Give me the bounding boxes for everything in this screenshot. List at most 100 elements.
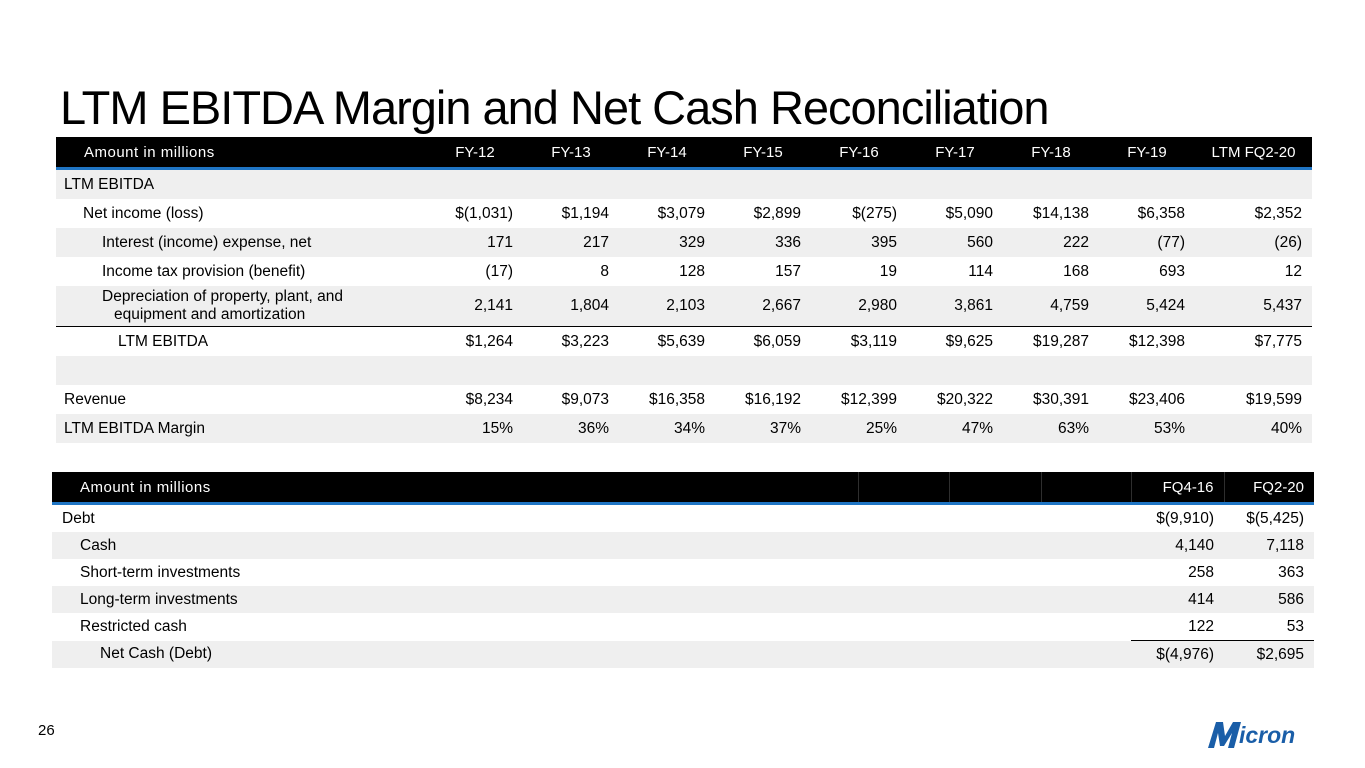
cell-value: 37% — [715, 414, 811, 443]
table-row: Net Cash (Debt) $(4,976) $2,695 — [52, 640, 1314, 668]
cell-value: $9,073 — [561, 390, 609, 408]
cell-value: $(5,425) — [1246, 509, 1304, 527]
table-row: Short-term investments 258 363 — [52, 559, 1314, 586]
cell-value: 8 — [600, 262, 609, 280]
cell-value: 4,140 — [1131, 532, 1224, 559]
cell-value: $1,264 — [465, 332, 513, 350]
cell-value: $30,391 — [1032, 390, 1089, 408]
cell-value: $23,406 — [1128, 390, 1185, 408]
row-label: Interest (income) expense, net — [56, 228, 427, 257]
cell-value: $9,625 — [945, 332, 993, 350]
cell-value: 222 — [1003, 228, 1099, 257]
cell-value: $3,119 — [850, 332, 897, 350]
page-title: LTM EBITDA Margin and Net Cash Reconcili… — [60, 81, 1050, 134]
cell-value: $12,398 — [1128, 332, 1185, 350]
cell-value: $7,775 — [1254, 332, 1302, 350]
cell-value: $5,090 — [945, 204, 993, 222]
header-label: Amount in millions — [56, 137, 427, 170]
cell-value: 693 — [1159, 262, 1185, 280]
cell-value: $(4,976) — [1131, 640, 1224, 668]
cell-value: $16,192 — [744, 390, 801, 408]
column-header: FY-12 — [427, 137, 523, 170]
micron-logo-icon: icron — [1208, 722, 1295, 748]
row-label: Restricted cash — [80, 617, 187, 635]
cell-value: $5,639 — [657, 332, 705, 350]
cell-value: 2,980 — [811, 286, 907, 327]
cell-value: 47% — [907, 414, 1003, 443]
cell-value: 157 — [775, 262, 801, 280]
cell-value: 414 — [1131, 586, 1224, 613]
table-row: Net income (loss) $(1,031) $1,194 $3,079… — [56, 199, 1312, 228]
column-header: FY-14 — [619, 137, 715, 170]
column-header: FY-19 — [1099, 137, 1195, 170]
column-header-empty — [857, 472, 949, 505]
cell-value: $8,234 — [465, 390, 513, 408]
cell-value: 5,424 — [1099, 286, 1195, 327]
cell-value: 34% — [619, 414, 715, 443]
cell-value: 329 — [619, 228, 715, 257]
cell-value: 122 — [1131, 613, 1224, 641]
cell-value: (17) — [485, 262, 513, 280]
cell-value: $12,399 — [840, 390, 897, 408]
cell-value: 4,759 — [1003, 286, 1099, 327]
table-row: Revenue $8,234 $9,073 $16,358 $16,192 $1… — [56, 385, 1312, 414]
column-header: LTM FQ2-20 — [1195, 137, 1312, 170]
cell-value: 3,861 — [907, 286, 1003, 327]
net-cash-table: Amount in millions FQ4-16 FQ2-20 Debt $(… — [52, 472, 1314, 668]
cell-value: $3,223 — [561, 332, 609, 350]
cell-value: 560 — [907, 228, 1003, 257]
table-row: Restricted cash 122 53 — [52, 613, 1314, 641]
cell-value: $(1,031) — [455, 204, 513, 222]
cell-value: $6,358 — [1137, 204, 1185, 222]
cell-value: 7,118 — [1224, 532, 1314, 559]
cell-value: 36% — [523, 414, 619, 443]
table-row: Long-term investments 414 586 — [52, 586, 1314, 613]
table-row: Income tax provision (benefit) (17) 8 12… — [56, 257, 1312, 286]
row-label: LTM EBITDA — [118, 332, 209, 350]
row-label: Net Cash (Debt) — [52, 640, 858, 668]
column-header: FQ4-16 — [1130, 472, 1224, 505]
cell-value: $2,899 — [753, 204, 801, 222]
cell-value: 25% — [811, 414, 907, 443]
cell-value: $2,695 — [1224, 640, 1314, 668]
row-label: Revenue — [64, 390, 127, 408]
cell-value: 217 — [523, 228, 619, 257]
cell-value: 2,141 — [427, 286, 523, 327]
cell-value: 53% — [1099, 414, 1195, 443]
row-label: Short-term investments — [80, 563, 241, 581]
table-row — [56, 356, 1312, 385]
cell-value: 586 — [1224, 586, 1314, 613]
ltm-ebitda-table: Amount in millions FY-12 FY-13 FY-14 FY-… — [56, 137, 1312, 443]
cell-value: $(9,910) — [1156, 509, 1214, 527]
cell-value: 19 — [879, 262, 897, 280]
table-header-row: Amount in millions FQ4-16 FQ2-20 — [52, 472, 1314, 505]
column-header: FQ2-20 — [1223, 472, 1314, 505]
row-label — [56, 356, 427, 385]
cell-value: $16,358 — [648, 390, 705, 408]
logo-text: icron — [1239, 722, 1295, 748]
table-row: LTM EBITDA — [56, 168, 1312, 199]
cell-value: $2,352 — [1254, 204, 1302, 222]
cell-value: 336 — [715, 228, 811, 257]
row-label: Net income (loss) — [83, 204, 204, 222]
table-row: LTM EBITDA Margin 15% 36% 34% 37% 25% 47… — [56, 414, 1312, 443]
row-label: Long-term investments — [52, 586, 858, 613]
cell-value: 40% — [1195, 414, 1312, 443]
row-label-line: Depreciation of property, plant, and — [102, 288, 343, 305]
cell-value: 63% — [1003, 414, 1099, 443]
row-label: Debt — [62, 509, 95, 527]
table-row: Depreciation of property, plant, and equ… — [56, 286, 1312, 327]
cell-value: $19,287 — [1032, 332, 1089, 350]
cell-value: $3,079 — [657, 204, 705, 222]
page-number: 26 — [38, 722, 55, 739]
column-header: FY-17 — [907, 137, 1003, 170]
column-header-empty — [1040, 472, 1131, 505]
cell-value: 258 — [1188, 563, 1214, 581]
cell-value: 5,437 — [1195, 286, 1312, 327]
cell-value: 53 — [1224, 613, 1314, 641]
table-row: Interest (income) expense, net 171 217 3… — [56, 228, 1312, 257]
column-header: FY-13 — [523, 137, 619, 170]
table-row: LTM EBITDA $1,264 $3,223 $5,639 $6,059 $… — [56, 327, 1312, 357]
cell-value: 2,667 — [715, 286, 811, 327]
column-header: FY-15 — [715, 137, 811, 170]
